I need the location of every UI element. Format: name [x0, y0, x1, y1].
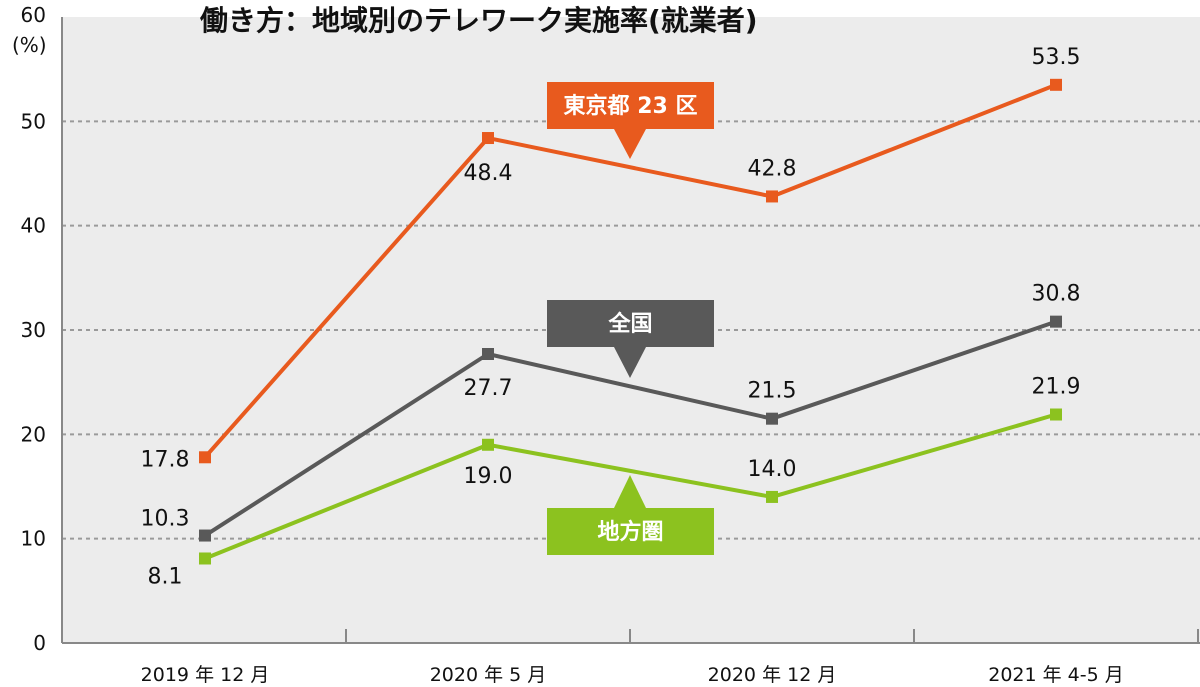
data-labels: 17.8 48.4 42.8 53.5 10.3 27.7 21.5 30.8 8.1 19.0 1… [141, 45, 1081, 590]
data-label-2-0: 8.1 [148, 564, 183, 589]
data-point-2-1 [482, 438, 494, 451]
callout-label-0: 東京都 23 区 [564, 93, 698, 119]
data-label-1-2: 21.5 [748, 379, 797, 404]
data-point-1-1 [482, 347, 494, 360]
data-point-1-3 [1050, 315, 1062, 328]
y-tick-0: 0 [33, 631, 46, 655]
data-label-2-1: 19.0 [464, 464, 513, 489]
callout-label-1: 全国 [607, 311, 652, 337]
y-tick-40: 40 [21, 214, 46, 238]
callout-1: 全国 [547, 300, 714, 378]
data-label-2-2: 14.0 [748, 457, 797, 482]
data-label-0-0: 17.8 [141, 447, 190, 472]
callout-2: 地方圏 [547, 475, 714, 555]
callout-box-1 [547, 300, 714, 347]
chart-title: 働き方：地域別のテレワーク実施率(就業者) [199, 4, 758, 37]
data-point-2-0 [199, 552, 211, 565]
callout-pointer-1 [614, 347, 646, 378]
data-point-0-3 [1050, 78, 1062, 91]
callout-box-0 [547, 82, 714, 129]
data-label-1-0: 10.3 [141, 507, 190, 532]
callout-pointer-2 [614, 475, 646, 508]
y-tick-10: 10 [21, 527, 46, 551]
y-tick-30: 30 [21, 318, 46, 342]
callout-pointer-0 [614, 129, 646, 159]
y-unit-label: (%) [12, 33, 47, 57]
x-tick-label-2: 2020 年 12 月 [708, 664, 837, 686]
data-label-0-1: 48.4 [464, 161, 513, 186]
callout-box-2 [547, 508, 714, 555]
y-tick-20: 20 [21, 422, 46, 446]
series-line-0 [203, 82, 1057, 459]
x-tick-label-1: 2020 年 5 月 [430, 664, 547, 686]
data-point-0-0 [199, 451, 211, 464]
callout-label-2: 地方圏 [597, 519, 663, 545]
data-label-0-2: 42.8 [748, 156, 797, 181]
series-line-1 [203, 319, 1057, 538]
axes [61, 17, 1200, 644]
data-point-2-2 [766, 490, 778, 503]
data-label-2-3: 21.9 [1032, 375, 1081, 400]
series-line-2 [204, 412, 1057, 561]
data-label-0-3: 53.5 [1032, 45, 1081, 70]
data-label-1-3: 30.8 [1032, 282, 1081, 307]
data-point-2-3 [1050, 408, 1062, 421]
data-point-1-0 [199, 529, 211, 542]
data-point-0-1 [482, 132, 494, 145]
x-tick-label-3: 2021 年 4-5 月 [988, 664, 1124, 686]
x-tick-labels: 2019 年 12 月 2020 年 5 月 2020 年 12 月 2021 年 4… [141, 664, 1124, 686]
data-label-1-1: 27.7 [464, 376, 513, 401]
x-tick-label-0: 2019 年 12 月 [141, 664, 270, 686]
data-point-0-2 [766, 190, 778, 203]
y-tick-60: 60 [21, 3, 46, 27]
y-tick-50: 50 [21, 109, 46, 133]
series-lines [199, 78, 1062, 565]
callout-0: 東京都 23 区 [547, 82, 714, 159]
y-tick-labels: 0 10 20 30 40 50 60 [21, 3, 46, 655]
data-point-1-2 [766, 412, 778, 425]
